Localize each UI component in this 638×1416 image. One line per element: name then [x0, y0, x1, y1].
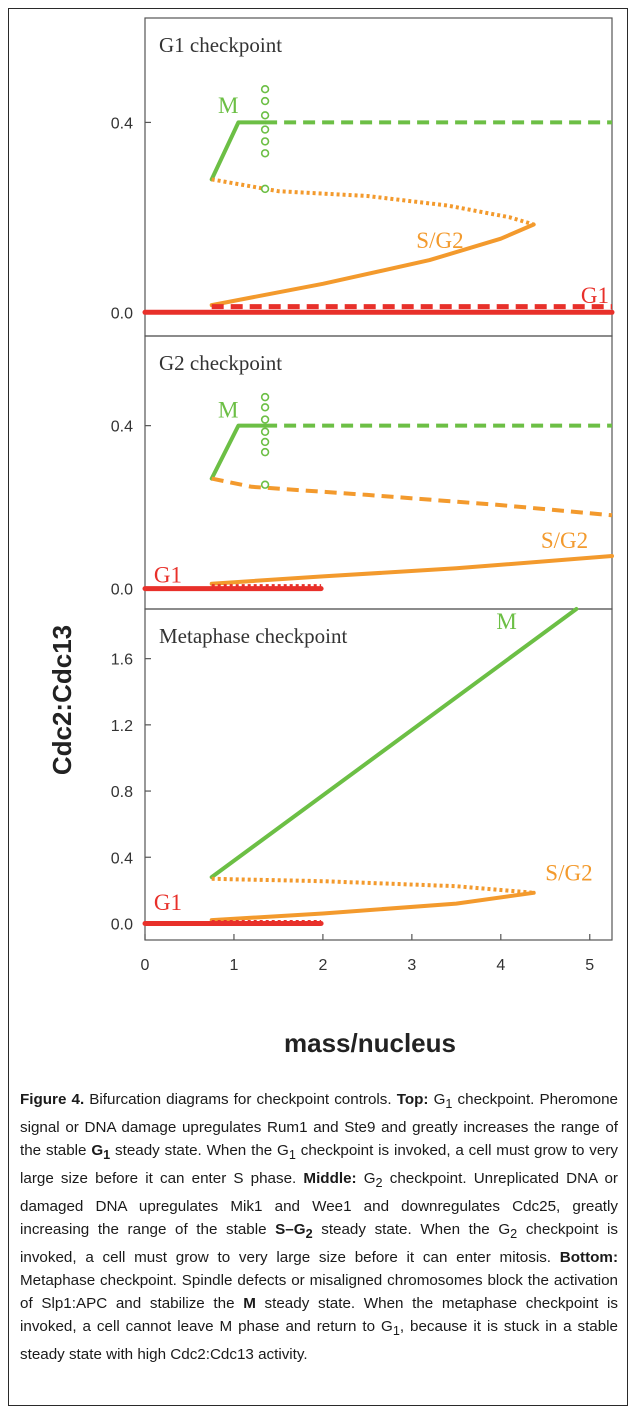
curve-label-g1: G1 [154, 890, 182, 915]
bifurcation-figure: Cdc2:Cdc13 mass/nucleus G1 checkpoint 0.0… [47, 17, 615, 1058]
caption-subscript: 1 [288, 1148, 296, 1163]
sg2-dotted-curve [211, 177, 535, 227]
caption-subscript: 2 [375, 1176, 383, 1191]
x-axis-title: mass/nucleus [284, 1028, 456, 1058]
sg2-dotted-curve [211, 876, 534, 895]
x-tick-label: 3 [407, 957, 416, 974]
sg2-solid-curve [209, 890, 536, 923]
caption-middle-label: Middle: [303, 1170, 357, 1188]
caption-bold-term: S–G [275, 1221, 306, 1239]
open-circle-marker [260, 125, 270, 134]
panel-title: G2 checkpoint [159, 351, 282, 375]
caption-text: G [428, 1091, 446, 1108]
y-tick-label: 0.0 [111, 305, 133, 322]
curve-label-sg2: S/G2 [416, 228, 463, 253]
caption-intro: Bifurcation diagrams for checkpoint cont… [84, 1091, 397, 1108]
figure-caption: Figure 4. Bifurcation diagrams for check… [20, 1088, 618, 1366]
open-circle-marker [260, 111, 270, 120]
caption-text: steady state. When the G [110, 1142, 289, 1160]
m-solid-curve [209, 607, 579, 880]
y-tick-label: 0.4 [111, 419, 133, 436]
y-tick-label: 1.2 [111, 718, 133, 735]
open-circle-marker [260, 447, 270, 457]
figure-frame [8, 8, 628, 1406]
caption-bottom-label: Bottom: [559, 1249, 618, 1267]
open-circle-marker [260, 96, 270, 106]
m-solid-curve [209, 120, 268, 182]
open-circle-marker [260, 480, 270, 489]
curve-label-sg2: S/G2 [545, 860, 592, 885]
y-axis-title: Cdc2:Cdc13 [47, 625, 77, 775]
open-circle-marker [260, 437, 270, 447]
open-circle-marker [260, 392, 270, 402]
caption-bold-term: G [91, 1142, 104, 1160]
y-tick-label: 0.0 [111, 582, 133, 599]
x-tick-label: 5 [585, 957, 594, 974]
open-circle-marker [260, 184, 270, 194]
caption-figure-label: Figure 4. [20, 1091, 85, 1108]
caption-text: , because it is stuck in a stable steady… [20, 1318, 618, 1364]
open-circle-marker [260, 137, 270, 146]
curve-label-m: M [218, 397, 238, 422]
caption-text: steady state. When the metaphase checkpo… [20, 1295, 619, 1336]
caption-text: checkpoint. Unreplicated DNA or damaged … [20, 1170, 618, 1239]
y-tick-label: 0.4 [111, 115, 133, 132]
m-solid-curve [209, 423, 268, 481]
y-tick-label: 1.6 [111, 652, 133, 669]
x-tick-label: 1 [229, 957, 238, 974]
caption-subscript: 1 [392, 1324, 400, 1339]
x-tick-label: 0 [141, 957, 150, 974]
curve-label-g1: G1 [581, 283, 609, 308]
caption-text: G [356, 1170, 376, 1188]
open-circle-marker [260, 84, 270, 94]
x-tick-label: 4 [496, 957, 505, 974]
caption-subscript: 1 [445, 1097, 453, 1112]
caption-subscript: 2 [305, 1227, 313, 1242]
open-circle-marker [260, 427, 270, 436]
caption-bold-term: M [243, 1295, 256, 1313]
curve-label-m: M [496, 609, 516, 634]
y-tick-label: 0.0 [111, 916, 133, 933]
panel-frame [144, 608, 613, 941]
curve-label-sg2: S/G2 [541, 528, 588, 553]
sg2-solid-curve [209, 222, 536, 308]
panel-title: G1 checkpoint [159, 33, 282, 57]
open-circle-marker [260, 149, 270, 158]
curve-label-g1: G1 [154, 563, 182, 588]
sg2-solid-curve [209, 554, 614, 586]
caption-subscript: 2 [510, 1227, 518, 1242]
panel-title: Metaphase checkpoint [159, 624, 348, 648]
panel-frame [144, 17, 613, 337]
caption-text: steady state. When the G [312, 1221, 511, 1239]
caption-text: checkpoint is invoked, a cell must grow … [20, 1142, 618, 1188]
caption-text: checkpoint is invoked, a cell must grow … [20, 1221, 619, 1267]
x-tick-label: 2 [318, 957, 327, 974]
caption-top-label: Top: [396, 1091, 429, 1108]
caption-text: checkpoint. Pheromone signal or DNA dama… [20, 1091, 618, 1160]
sg2-dashed-curve [211, 476, 613, 518]
caption-text: Metaphase checkpoint. Spindle defects or… [20, 1272, 618, 1313]
open-circle-marker [260, 415, 270, 424]
y-tick-label: 0.4 [111, 850, 133, 867]
caption-subscript: 1 [103, 1148, 111, 1163]
y-tick-label: 0.8 [111, 784, 133, 801]
open-circle-marker [260, 403, 270, 412]
curve-label-m: M [218, 93, 238, 118]
